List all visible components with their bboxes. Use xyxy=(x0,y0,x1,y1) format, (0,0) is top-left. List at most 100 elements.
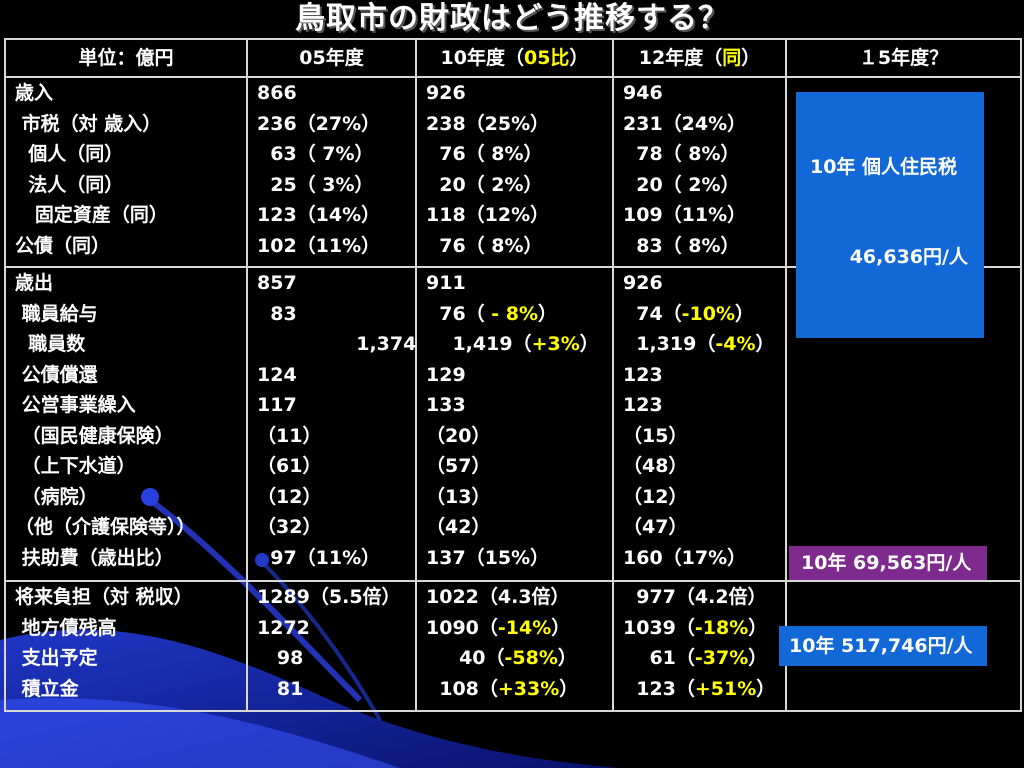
cell-line: 926 xyxy=(426,82,466,104)
cell-line: 公営事業繰入 xyxy=(15,394,136,416)
cell-line: 123 xyxy=(623,394,663,416)
header-2012: 12年度（同） xyxy=(612,38,787,78)
cell-line: 76（ - 8%） xyxy=(426,302,558,325)
cell-line: 123 xyxy=(623,363,663,386)
cell-line: （15） xyxy=(623,424,688,447)
cell-line: 積立金 xyxy=(15,677,79,700)
expenditure-per-capita-badge: 10年 69,563円/人 xyxy=(789,546,988,580)
cell-line: （上下水道） xyxy=(15,455,136,477)
cell-line: 81 xyxy=(257,677,304,700)
cell-line: 歳出 xyxy=(15,272,54,294)
header-2015: １5年度？ xyxy=(785,38,1022,78)
cell-line: （13） xyxy=(426,485,491,508)
cell-line: 公債償還 xyxy=(15,363,98,386)
cell-line: 137（15%） xyxy=(426,546,550,569)
cell-line: 123（14%） xyxy=(257,204,381,226)
cell-line: 1,319（-4%） xyxy=(623,333,775,355)
cell-line: 地方債残高 xyxy=(15,616,117,639)
cell-line: 固定資産（同） xyxy=(15,204,168,226)
cell-line: 83（ 8%） xyxy=(623,234,740,257)
burden-2005: 1289（5.5倍） 1272 98 81 xyxy=(246,580,417,712)
cell-line: 61（-37%） xyxy=(623,647,768,669)
burden-per-capita-badge: 10年 517,746円/人 xyxy=(779,626,987,666)
change-highlight: -4% xyxy=(715,333,756,355)
tax-badge-line1: 10年 個人住民税 xyxy=(810,156,958,178)
cell-line: 98 xyxy=(257,647,304,669)
burden-2012: 977（4.2倍） 1039（-18%） 61（-37%） 123（+51%） xyxy=(612,580,787,712)
cell-line: 946 xyxy=(623,82,663,104)
cell-line: 職員給与 xyxy=(15,302,98,325)
cell-line: 職員数 xyxy=(15,333,86,355)
cell-line: 117 xyxy=(257,394,297,416)
change-highlight: +33% xyxy=(497,677,560,700)
expenditure-2005: 857 83 1,374 124 117 （11） （61） （12） （32） 97（11… xyxy=(246,266,417,582)
expenditure-2012: 926 74（-10%） 1,319（-4%） 123 123 （15） （48） （12… xyxy=(612,266,787,582)
change-highlight: -37% xyxy=(694,647,749,669)
tax-per-capita-badge: 10年 個人住民税 46,636円/人 xyxy=(796,92,984,338)
cell-line: 123（+51%） xyxy=(623,677,776,700)
burden-row: 将来負担（対 税収） 地方債残高 支出予定 積立金 1289（5.5倍） 1272… xyxy=(4,580,1022,712)
cell-line: （11） xyxy=(257,424,322,447)
cell-line: 76（ 8%） xyxy=(426,143,543,165)
cell-line: 1090（-14%） xyxy=(426,616,571,639)
cell-line: （61） xyxy=(257,455,322,477)
cell-line: （他（介護保険等）） xyxy=(15,516,196,538)
expenditure-row: 歳出 職員給与 職員数 公債償還 公営事業繰入 （国民健康保険） （上下水道） … xyxy=(4,266,1022,582)
cell-line: 118（12%） xyxy=(426,204,550,226)
change-highlight: +3% xyxy=(531,333,580,355)
cell-line: 857 xyxy=(257,272,297,294)
cell-line: 977（4.2倍） xyxy=(623,586,767,608)
cell-line: 109（11%） xyxy=(623,204,747,226)
cell-line: 扶助費（歳出比） xyxy=(15,546,174,569)
cell-line: 1,374 xyxy=(257,333,417,355)
cell-line: 74（-10%） xyxy=(623,302,755,325)
revenue-2010: 926 238（25%） 76（ 8%） 20（ 2%） 118（12%） 76（ … xyxy=(415,76,614,268)
tax-badge-line2: 46,636円/人 xyxy=(810,246,968,268)
cell-line: （病院） xyxy=(15,485,98,508)
cell-line: （国民健康保険） xyxy=(15,424,174,447)
change-highlight: -14% xyxy=(497,616,552,639)
cell-line: 108（+33%） xyxy=(426,677,579,700)
cell-line: （57） xyxy=(426,455,491,477)
change-highlight: -10% xyxy=(681,302,736,325)
cell-line: 歳入 xyxy=(15,82,54,104)
change-highlight: -18% xyxy=(694,616,749,639)
cell-line: 866 xyxy=(257,82,297,104)
revenue-labels: 歳入 市税（対 歳入） 個人（同） 法人（同） 固定資産（同） 公債（同） xyxy=(4,76,248,268)
cell-line: （32） xyxy=(257,516,322,538)
cell-line: 911 xyxy=(426,272,466,294)
cell-line: 将来負担（対 税収） xyxy=(15,586,193,608)
expenditure-labels: 歳出 職員給与 職員数 公債償還 公営事業繰入 （国民健康保険） （上下水道） … xyxy=(4,266,248,582)
change-highlight: -58% xyxy=(504,647,558,669)
cell-line: 1289（5.5倍） xyxy=(257,586,401,608)
revenue-2005: 866 236（27%） 63（ 7%） 25（ 3%） 123（14%） 102（1… xyxy=(246,76,417,268)
cell-line: 160（17%） xyxy=(623,546,747,569)
cell-line: 1,419（+3%） xyxy=(426,333,599,355)
cell-line: 76（ 8%） xyxy=(426,234,543,257)
cell-line: 1039（-18%） xyxy=(623,616,768,639)
cell-line: 236（27%） xyxy=(257,112,381,135)
cell-line: 法人（同） xyxy=(15,173,124,196)
expenditure-2010: 911 76（ - 8%） 1,419（+3%） 129 133 （20） （57） （1… xyxy=(415,266,614,582)
cell-line: 926 xyxy=(623,272,663,294)
change-highlight: +51% xyxy=(694,677,757,700)
cell-line: 25（ 3%） xyxy=(257,173,374,196)
cell-line: 63（ 7%） xyxy=(257,143,374,165)
cell-line: 1022（4.3倍） xyxy=(426,586,570,608)
cell-line: （12） xyxy=(623,485,688,508)
cell-line: 20（ 2%） xyxy=(623,173,740,196)
cell-line: 個人（同） xyxy=(15,143,124,165)
cell-line: 124 xyxy=(257,363,297,386)
cell-line: 83 xyxy=(257,302,297,325)
cell-line: 公債（同） xyxy=(15,234,111,257)
cell-line: （42） xyxy=(426,516,491,538)
cell-line: 市税（対 歳入） xyxy=(15,112,162,135)
cell-line: 133 xyxy=(426,394,466,416)
cell-line: （20） xyxy=(426,424,491,447)
cell-line: （12） xyxy=(257,485,322,508)
cell-line: （47） xyxy=(623,516,688,538)
cell-line: 1272 xyxy=(257,616,310,639)
cell-line: 102（11%） xyxy=(257,234,381,257)
header-row: 単位：億円 05年度 10年度（05比） 12年度（同） １5年度？ xyxy=(4,38,1022,78)
burden-2010: 1022（4.3倍） 1090（-14%） 40（-58%） 108（+33%） xyxy=(415,580,614,712)
